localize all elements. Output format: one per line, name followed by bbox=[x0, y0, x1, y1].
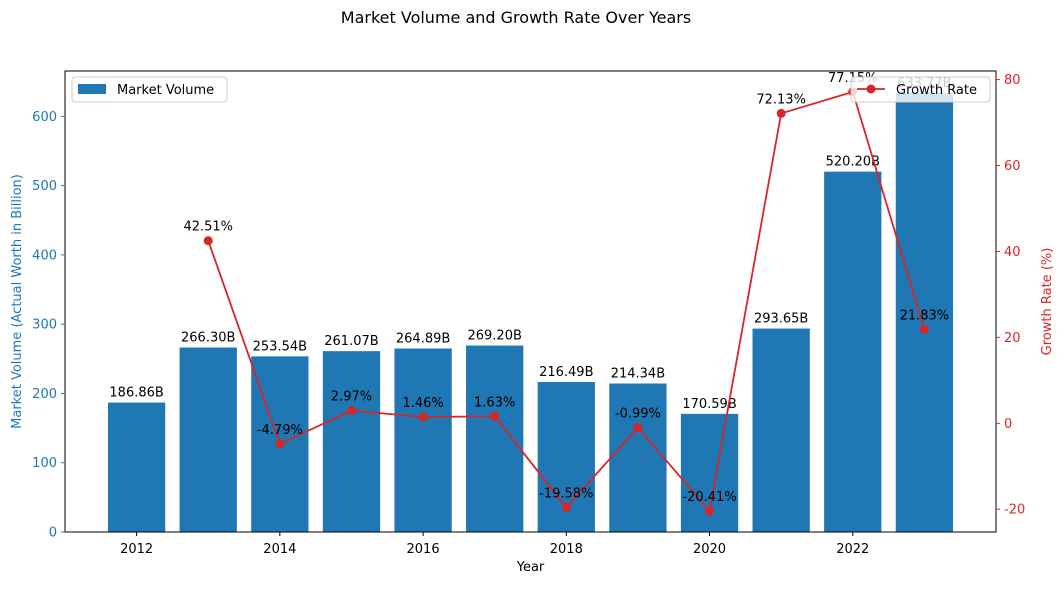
legend-market-volume-swatch bbox=[78, 84, 106, 94]
growth-label-2015: 2.97% bbox=[331, 390, 372, 405]
right-tick-label-20: 20 bbox=[1004, 331, 1021, 346]
bar-label-2016: 264.89B bbox=[396, 332, 450, 347]
legend-growth-rate-box bbox=[850, 76, 991, 103]
bar-2013 bbox=[179, 347, 237, 532]
x-tick-label-2012: 2012 bbox=[120, 542, 153, 557]
bar-2023 bbox=[895, 92, 954, 532]
growth-point-2016 bbox=[418, 412, 428, 422]
left-tick-label-300: 300 bbox=[32, 318, 57, 333]
left-axis-label: Market Volume (Actual Worth in Billion) bbox=[10, 174, 25, 429]
bar-2012 bbox=[107, 402, 166, 532]
bar-label-2019: 214.34B bbox=[611, 367, 665, 382]
growth-point-2015 bbox=[346, 406, 356, 416]
growth-label-2016: 1.46% bbox=[402, 396, 443, 411]
x-tick-label-2016: 2016 bbox=[407, 542, 440, 557]
left-tick-label-500: 500 bbox=[32, 179, 57, 194]
legend-growth-rate-label: Growth Rate bbox=[896, 83, 977, 98]
plot-layer: 186.86B 266.30B 253.54B 261.07B 264.89B 269.2… bbox=[10, 70, 1055, 575]
bar-2021 bbox=[752, 328, 810, 532]
growth-label-2018: -19.58% bbox=[539, 486, 593, 501]
right-tick-label-40: 40 bbox=[1004, 245, 1021, 260]
left-tick-label-400: 400 bbox=[32, 248, 57, 263]
legend-growth-rate: Growth Rate bbox=[850, 76, 991, 103]
bar-label-2020: 170.59B bbox=[682, 397, 736, 412]
growth-point-2013 bbox=[203, 236, 213, 246]
x-tick-label-2014: 2014 bbox=[263, 542, 296, 557]
bar-label-2014: 253.54B bbox=[253, 339, 307, 354]
x-tick-label-2018: 2018 bbox=[550, 542, 583, 557]
growth-point-2018 bbox=[561, 502, 571, 512]
growth-label-2021: 72.13% bbox=[756, 92, 806, 107]
legend-market-volume-box bbox=[71, 76, 228, 103]
legend-market-volume-label: Market Volume bbox=[117, 83, 214, 98]
plot-frame bbox=[64, 70, 997, 533]
left-tick-label-200: 200 bbox=[32, 387, 57, 402]
right-tick-label--20: -20 bbox=[1004, 503, 1025, 518]
bar-2019 bbox=[609, 383, 667, 532]
bar-label-2013: 266.30B bbox=[181, 331, 235, 346]
bar-label-2017: 269.20B bbox=[467, 329, 521, 344]
bar-label-2015: 261.07B bbox=[324, 334, 378, 349]
bar-2015 bbox=[322, 351, 381, 532]
growth-point-2019 bbox=[633, 423, 643, 433]
bar-2016 bbox=[394, 348, 452, 532]
left-tick-label-100: 100 bbox=[32, 456, 57, 471]
left-tick-label-600: 600 bbox=[32, 110, 57, 125]
growth-point-2014 bbox=[275, 439, 285, 449]
right-tick-label-0: 0 bbox=[1004, 417, 1012, 432]
x-tick-label-2020: 2020 bbox=[693, 542, 726, 557]
growth-point-2020 bbox=[705, 506, 715, 516]
growth-point-2023 bbox=[919, 325, 929, 335]
left-tick-label-0: 0 bbox=[49, 526, 57, 541]
x-tick-label-2022: 2022 bbox=[836, 542, 869, 557]
growth-label-2013: 42.51% bbox=[183, 220, 233, 235]
growth-label-2017: 1.63% bbox=[474, 395, 515, 410]
bar-label-2012: 186.86B bbox=[109, 386, 163, 401]
bar-label-2021: 293.65B bbox=[754, 312, 808, 327]
chart-title: Market Volume and Growth Rate Over Years bbox=[341, 8, 691, 27]
growth-point-2021 bbox=[776, 108, 786, 118]
growth-label-2023: 21.83% bbox=[900, 309, 950, 324]
bar-label-2022: 520.20B bbox=[826, 155, 880, 170]
growth-label-2019: -0.99% bbox=[615, 407, 661, 422]
growth-point-2017 bbox=[490, 411, 500, 421]
bar-2017 bbox=[466, 345, 524, 532]
right-axis-label: Growth Rate (%) bbox=[1040, 248, 1055, 356]
right-tick-label-60: 60 bbox=[1004, 159, 1021, 174]
right-tick-label-80: 80 bbox=[1004, 73, 1021, 88]
x-axis-label: Year bbox=[516, 560, 545, 575]
bar-label-2018: 216.49B bbox=[539, 365, 593, 380]
bar-2022 bbox=[824, 171, 882, 532]
growth-label-2014: -4.79% bbox=[257, 423, 303, 438]
growth-label-2020: -20.41% bbox=[682, 490, 736, 505]
legend-growth-rate-marker bbox=[866, 84, 876, 94]
legend-market-volume: Market Volume bbox=[71, 76, 228, 103]
